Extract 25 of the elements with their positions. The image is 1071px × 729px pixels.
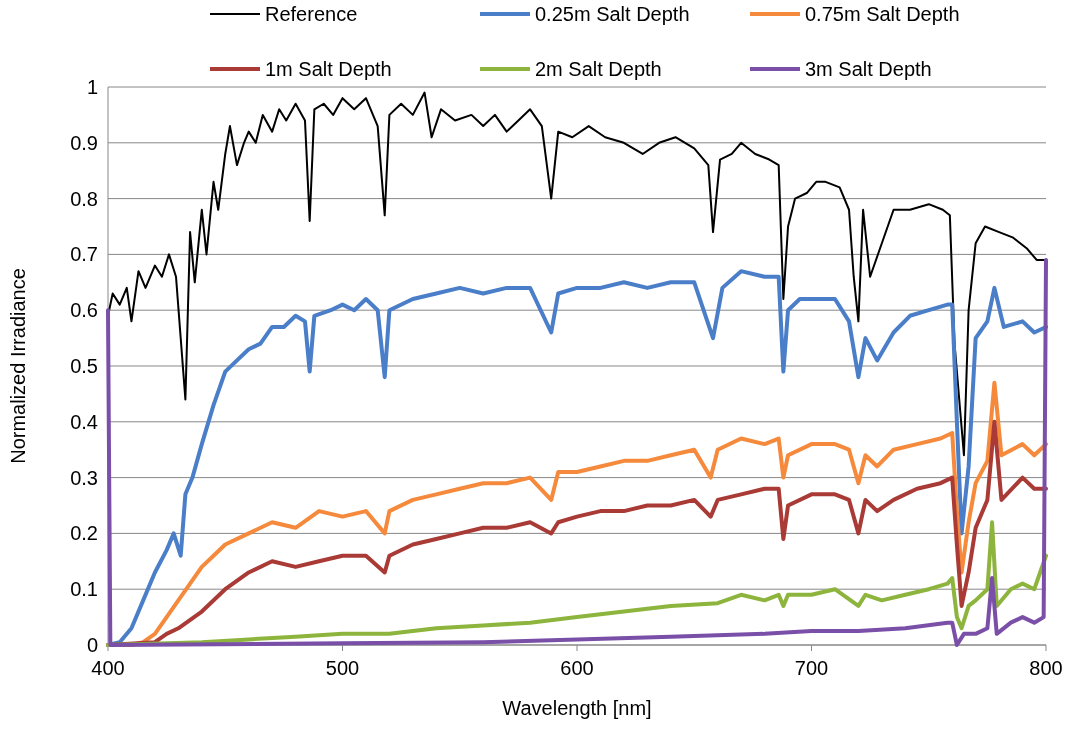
legend-label: 0.75m Salt Depth	[805, 3, 960, 25]
x-tick-label: 400	[91, 657, 125, 679]
legend-label: 0.25m Salt Depth	[535, 3, 690, 25]
x-tick-label: 700	[794, 657, 829, 679]
legend-label: 3m Salt Depth	[805, 58, 932, 80]
y-tick-label: 0.8	[70, 187, 98, 210]
y-tick-label: 0.5	[70, 355, 98, 377]
y-tick-label: 0.4	[70, 410, 98, 433]
line-series	[107, 91, 1047, 457]
y-tick-label: 1	[86, 76, 98, 98]
y-tick-label: 0.3	[70, 466, 98, 489]
x-axis-title: Wavelength [nm]	[502, 697, 652, 719]
y-tick-label: 0.9	[70, 131, 98, 154]
x-tick-label: 500	[325, 657, 360, 679]
y-tick-label: 0.7	[70, 243, 98, 266]
y-tick-label: 0.1	[70, 578, 98, 601]
y-axis-title: Normalized Irradiance	[7, 268, 29, 464]
x-tick-label: 800	[1029, 657, 1063, 679]
legend-label: 1m Salt Depth	[265, 58, 392, 80]
y-tick-label: 0	[86, 634, 98, 656]
y-tick-label: 0.2	[70, 522, 98, 545]
x-tick-label: 600	[560, 657, 594, 679]
legend-label: 2m Salt Depth	[535, 58, 662, 80]
legend-label: Reference	[265, 3, 358, 25]
y-tick-label: 0.6	[70, 299, 98, 322]
